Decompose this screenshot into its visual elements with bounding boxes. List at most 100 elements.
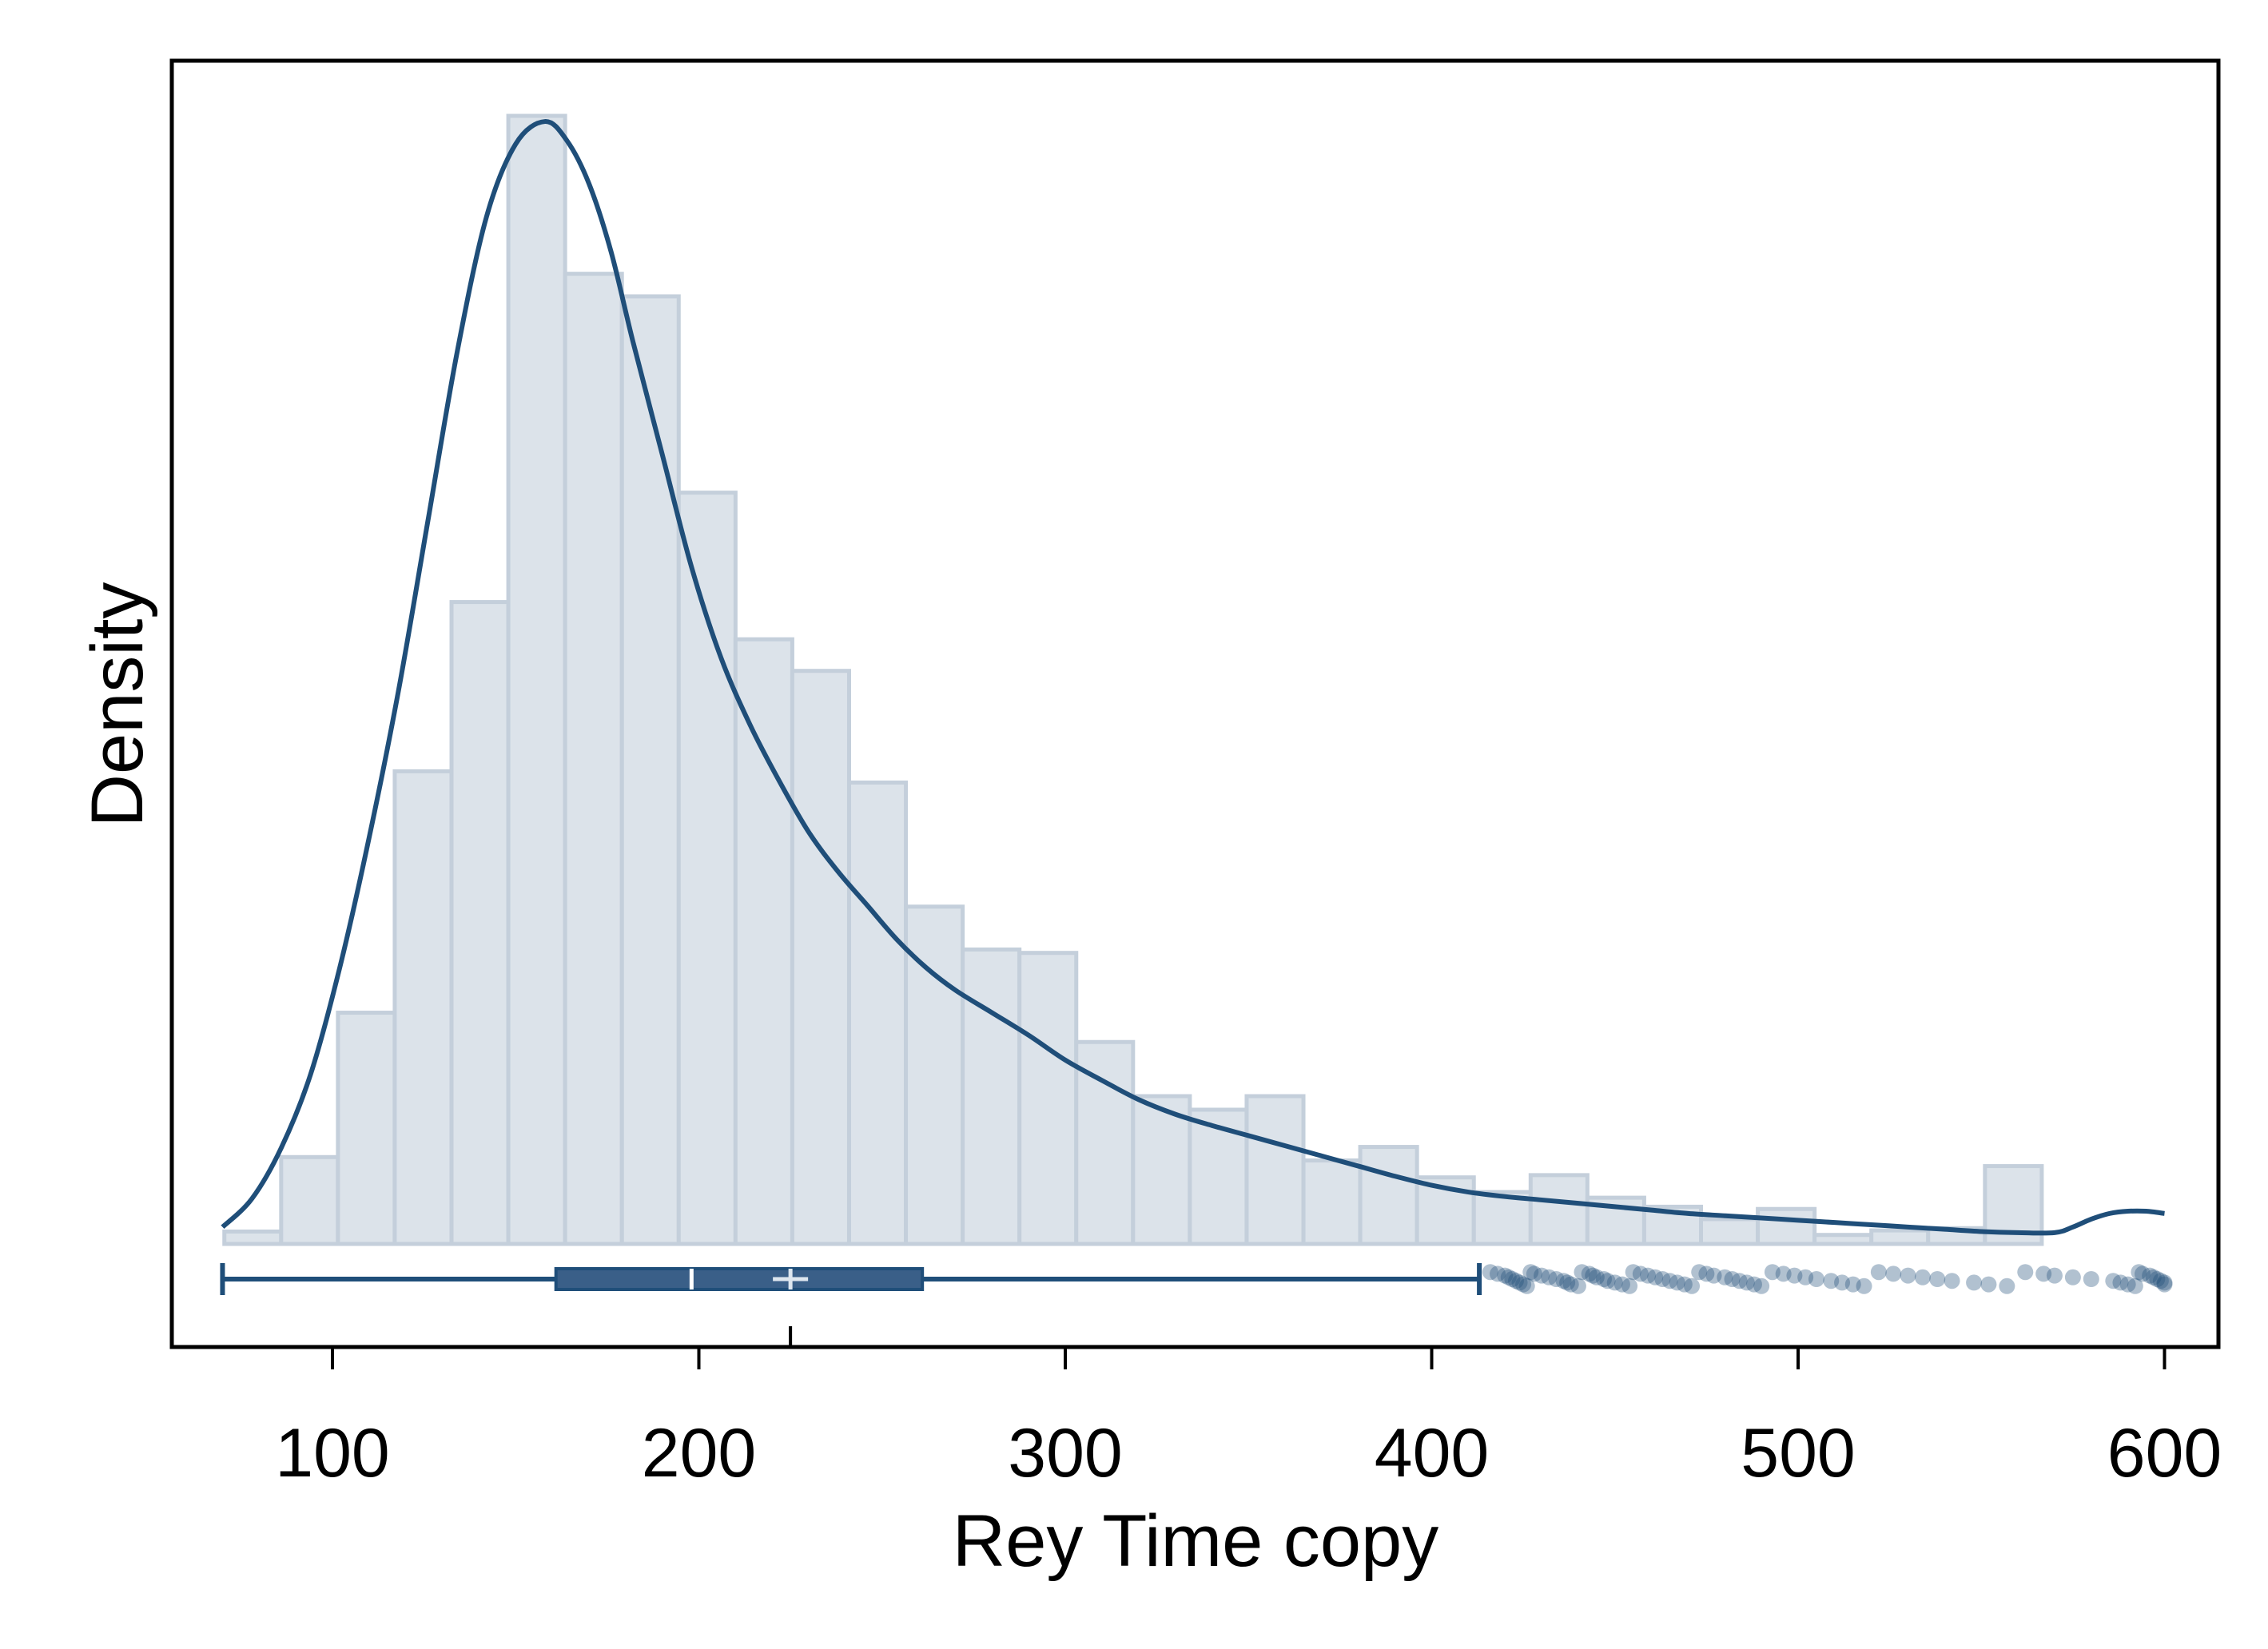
histogram-bar bbox=[1698, 1217, 1761, 1246]
histogram-bar bbox=[449, 600, 511, 1246]
histogram-bar bbox=[506, 113, 567, 1246]
outlier-point bbox=[2149, 1271, 2166, 1287]
outlier-point bbox=[1698, 1266, 1715, 1282]
outlier-point bbox=[1534, 1267, 1550, 1284]
outlier-point bbox=[1574, 1264, 1590, 1281]
histogram-bar bbox=[392, 769, 454, 1246]
outlier-point bbox=[1944, 1273, 1960, 1289]
outlier-point bbox=[1870, 1264, 1887, 1281]
histogram-bar bbox=[1358, 1145, 1419, 1246]
outlier-point bbox=[1482, 1264, 1498, 1281]
outlier-point bbox=[1738, 1274, 1755, 1291]
boxplot bbox=[220, 1263, 1482, 1347]
outlier-point bbox=[1621, 1277, 1638, 1294]
histogram-bar bbox=[676, 491, 738, 1246]
outlier-point bbox=[2105, 1273, 2122, 1289]
outlier-point bbox=[1625, 1264, 1641, 1281]
outlier-point bbox=[1764, 1264, 1781, 1281]
outlier-point bbox=[1775, 1266, 1792, 1282]
x-tick-label: 400 bbox=[1375, 1415, 1490, 1492]
outlier-point bbox=[1504, 1271, 1521, 1287]
histogram-bar bbox=[1188, 1107, 1249, 1246]
histogram-bar bbox=[1301, 1158, 1363, 1246]
histogram-bar bbox=[790, 669, 851, 1246]
outlier-point bbox=[1522, 1264, 1539, 1281]
outlier-point bbox=[1585, 1267, 1602, 1284]
outlier-point bbox=[1676, 1276, 1693, 1293]
outlier-point bbox=[2119, 1276, 2136, 1293]
outlier-point bbox=[1691, 1264, 1708, 1281]
outlier-point bbox=[1856, 1277, 1872, 1294]
outlier-point bbox=[2112, 1274, 2129, 1291]
outlier-point bbox=[2127, 1277, 2143, 1294]
outlier-point bbox=[1705, 1267, 1722, 1284]
outlier-point bbox=[2145, 1269, 2162, 1285]
outlier-point bbox=[1844, 1276, 1861, 1293]
outlier-point bbox=[1613, 1276, 1630, 1293]
histogram-bar bbox=[1869, 1228, 1931, 1246]
histogram-bar bbox=[1244, 1094, 1306, 1246]
outlier-point bbox=[1511, 1274, 1528, 1291]
outlier-point bbox=[1632, 1266, 1649, 1282]
histogram-bar bbox=[279, 1154, 340, 1246]
outlier-point bbox=[2156, 1276, 2173, 1293]
outlier-point bbox=[1595, 1271, 1612, 1287]
outlier-point bbox=[1518, 1277, 1535, 1294]
outlier-point bbox=[1834, 1274, 1851, 1291]
y-axis-title: Density bbox=[77, 582, 158, 828]
outlier-point bbox=[1497, 1267, 1514, 1284]
iqr-box bbox=[554, 1267, 925, 1291]
outlier-point bbox=[2046, 1267, 2063, 1284]
histogram-bar bbox=[1074, 1039, 1136, 1246]
x-tick-label: 200 bbox=[642, 1415, 757, 1492]
density-curve bbox=[221, 119, 2165, 1236]
outlier-point bbox=[1731, 1273, 1748, 1289]
histogram-bar bbox=[563, 272, 624, 1246]
outlier-point bbox=[1562, 1276, 1579, 1293]
plot-frame bbox=[169, 58, 2221, 1349]
outlier-point bbox=[1507, 1273, 1524, 1289]
outlier-point bbox=[1654, 1271, 1671, 1287]
outlier-point bbox=[2131, 1264, 2147, 1281]
histogram-bar bbox=[733, 637, 794, 1246]
outlier-point bbox=[1515, 1276, 1532, 1293]
outlier-points bbox=[1482, 1264, 2173, 1294]
outlier-point bbox=[1980, 1276, 1997, 1293]
histogram-bar bbox=[1471, 1190, 1533, 1246]
histogram-bar bbox=[1131, 1094, 1192, 1246]
histogram-bar bbox=[336, 1011, 397, 1246]
outlier-point bbox=[1669, 1274, 1685, 1291]
outlier-point bbox=[1526, 1266, 1542, 1282]
outlier-point bbox=[2134, 1266, 2151, 1282]
density-curve-group bbox=[221, 119, 2165, 1236]
outlier-point bbox=[1570, 1277, 1586, 1294]
outlier-point bbox=[1541, 1269, 1558, 1285]
outlier-point bbox=[2152, 1273, 2169, 1289]
x-tick-label: 600 bbox=[2107, 1415, 2222, 1492]
outlier-point bbox=[1588, 1269, 1605, 1285]
histogram-bar bbox=[846, 780, 909, 1246]
x-axis: 100 200 300 400 500 600 bbox=[275, 1347, 2222, 1492]
outlier-point bbox=[1599, 1273, 1616, 1289]
outlier-point bbox=[1900, 1267, 1916, 1284]
outlier-point bbox=[2017, 1264, 2034, 1281]
histogram-bar bbox=[1528, 1173, 1590, 1246]
x-axis-title: Rey Time copy bbox=[953, 1500, 1438, 1582]
outlier-point bbox=[1555, 1273, 1572, 1289]
outlier-point bbox=[2083, 1271, 2099, 1287]
outlier-point bbox=[1640, 1267, 1657, 1284]
histogram-bar bbox=[904, 904, 965, 1246]
histogram-bars bbox=[222, 113, 2044, 1246]
histogram-bar bbox=[1812, 1233, 1874, 1246]
outlier-point bbox=[1966, 1274, 1983, 1291]
outlier-point bbox=[1606, 1274, 1623, 1291]
histogram-bar bbox=[961, 947, 1022, 1246]
histogram-bar bbox=[222, 1229, 284, 1246]
outlier-point bbox=[1914, 1269, 1931, 1285]
outlier-point bbox=[1929, 1271, 1946, 1287]
outlier-point bbox=[1717, 1269, 1733, 1285]
outlier-point bbox=[1684, 1277, 1701, 1294]
outlier-point bbox=[2156, 1274, 2173, 1291]
histogram-bar bbox=[619, 294, 681, 1246]
